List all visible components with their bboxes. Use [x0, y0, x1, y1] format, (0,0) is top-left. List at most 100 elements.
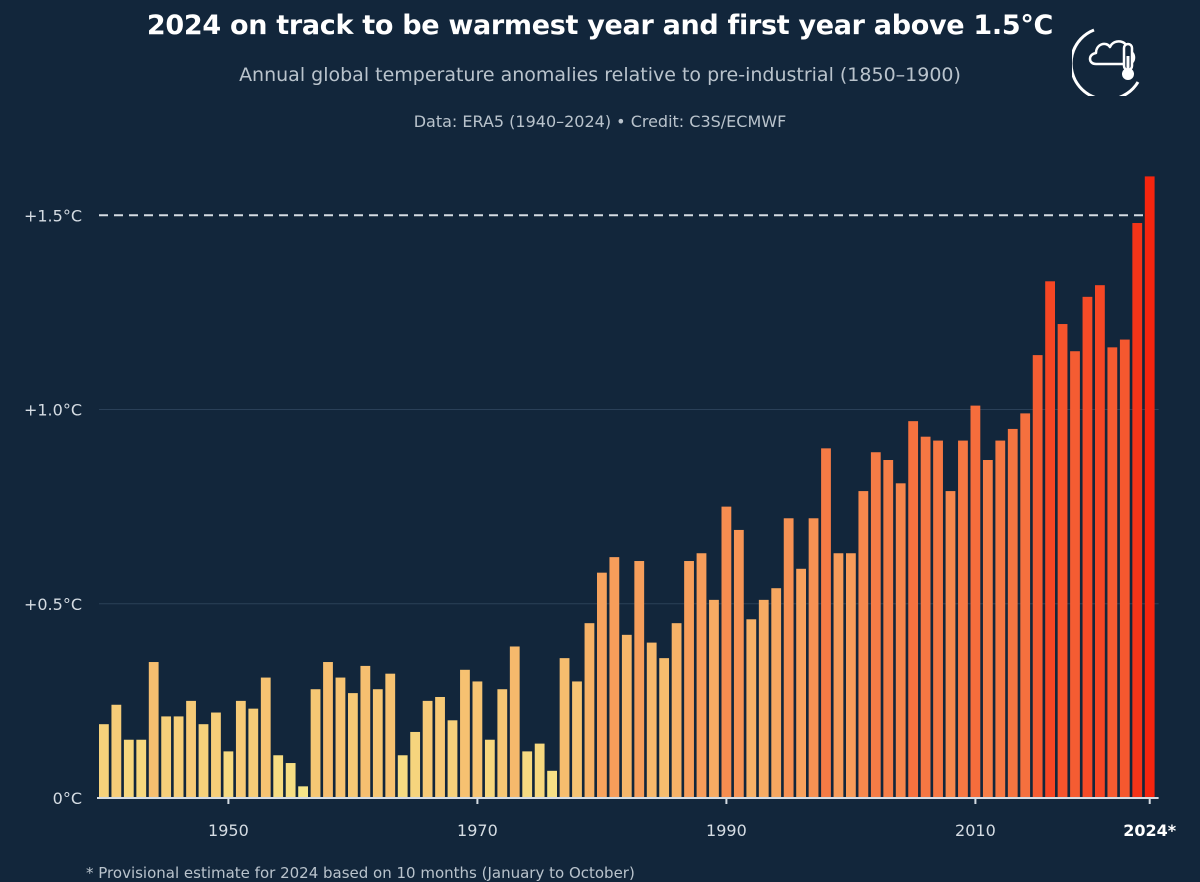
x-tick-label: 1950 — [208, 821, 249, 840]
bar-1947 — [186, 700, 196, 798]
bar-1982 — [621, 634, 632, 798]
bar-1993 — [758, 599, 769, 798]
y-tick-label: 0°C — [53, 789, 82, 808]
bar-1966 — [422, 700, 433, 798]
bar-2012 — [995, 440, 1006, 798]
bar-2021 — [1107, 347, 1118, 798]
bar-1998 — [821, 448, 831, 798]
y-tick-label: +0.5°C — [24, 595, 82, 614]
bar-1987 — [684, 561, 694, 798]
bar-1970 — [472, 681, 483, 798]
bar-2020 — [1095, 285, 1105, 798]
bar-2004 — [895, 483, 906, 798]
x-tick-label: 2010 — [955, 821, 996, 840]
bar-2002 — [870, 452, 881, 798]
bar-1995 — [783, 518, 794, 798]
data-credit: Data: ERA5 (1940–2024) • Credit: C3S/ECM… — [413, 112, 787, 131]
bar-1952 — [248, 708, 259, 798]
bar-1945 — [161, 716, 172, 798]
bar-1999 — [833, 553, 844, 798]
bar-2023 — [1132, 223, 1143, 798]
bar-1940 — [99, 724, 109, 798]
x-tick-label: 1970 — [457, 821, 498, 840]
bar-1990 — [721, 506, 732, 798]
bar-1948 — [198, 724, 209, 798]
bar-1958 — [323, 662, 333, 798]
bar-1941 — [111, 704, 122, 798]
bar-1968 — [447, 720, 458, 798]
bar-1978 — [572, 681, 582, 798]
bar-2003 — [883, 460, 894, 798]
bar-2016 — [1045, 281, 1055, 798]
bar-1963 — [385, 673, 396, 798]
bar-1950 — [223, 751, 234, 798]
bar-1973 — [509, 646, 520, 798]
x-tick-label: 2024* — [1123, 821, 1177, 840]
bar-1951 — [235, 700, 246, 798]
bar-2015 — [1032, 355, 1043, 798]
bar-1961 — [360, 665, 371, 798]
bar-2024 — [1144, 176, 1155, 798]
footnote: * Provisional estimate for 2024 based on… — [86, 864, 635, 882]
bar-1954 — [273, 755, 284, 798]
y-tick-label: +1.5°C — [24, 206, 82, 225]
bar-1967 — [435, 696, 445, 798]
bar-1984 — [646, 642, 657, 798]
bar-1956 — [298, 786, 308, 798]
bar-1957 — [310, 689, 321, 798]
bar-1979 — [584, 623, 595, 798]
bar-1969 — [460, 669, 470, 798]
bar-2014 — [1020, 413, 1031, 798]
bar-1986 — [671, 623, 682, 798]
bar-1965 — [410, 731, 421, 798]
chart-title: 2024 on track to be warmest year and fir… — [146, 10, 1054, 41]
bar-2007 — [933, 440, 943, 798]
bar-1985 — [659, 658, 670, 798]
bar-1996 — [796, 568, 806, 798]
bar-2000 — [846, 553, 856, 798]
bar-1955 — [285, 763, 296, 798]
bars-layer — [99, 176, 1155, 798]
bar-1992 — [746, 619, 757, 798]
bar-1974 — [522, 751, 533, 798]
bar-1946 — [173, 716, 184, 798]
bar-1981 — [609, 557, 620, 798]
bar-1997 — [808, 518, 819, 798]
bar-1983 — [634, 561, 645, 798]
bar-2013 — [1007, 428, 1018, 798]
bar-1960 — [348, 693, 358, 798]
bar-1964 — [397, 755, 408, 798]
bar-1975 — [534, 743, 545, 798]
y-tick-label: +1.0°C — [24, 401, 82, 420]
bar-2010 — [970, 405, 981, 798]
bar-1944 — [148, 662, 159, 798]
bar-2008 — [945, 491, 956, 798]
bar-2018 — [1070, 351, 1080, 798]
bar-1962 — [372, 689, 383, 798]
cloud-thermometer-icon — [1069, 16, 1152, 101]
bar-1977 — [559, 658, 570, 798]
bar-2017 — [1057, 324, 1068, 798]
bar-2022 — [1119, 339, 1130, 798]
bar-1989 — [709, 599, 719, 798]
bar-1991 — [733, 529, 744, 798]
grid-layer — [99, 409, 1159, 605]
chart-subtitle: Annual global temperature anomalies rela… — [239, 64, 961, 86]
x-tick-label: 1990 — [706, 821, 747, 840]
bar-2005 — [908, 421, 919, 798]
bar-2001 — [858, 491, 869, 798]
bar-1980 — [597, 572, 607, 798]
bar-1949 — [211, 712, 221, 798]
bar-2006 — [920, 436, 931, 798]
bar-1953 — [260, 677, 271, 798]
bar-2011 — [982, 460, 993, 798]
bar-1988 — [696, 553, 707, 798]
bar-1976 — [547, 770, 557, 798]
bar-2019 — [1082, 296, 1093, 798]
bar-1943 — [136, 739, 147, 798]
bar-1959 — [335, 677, 346, 798]
bar-1971 — [484, 739, 495, 798]
bar-1942 — [123, 739, 134, 798]
bar-1994 — [771, 588, 782, 798]
